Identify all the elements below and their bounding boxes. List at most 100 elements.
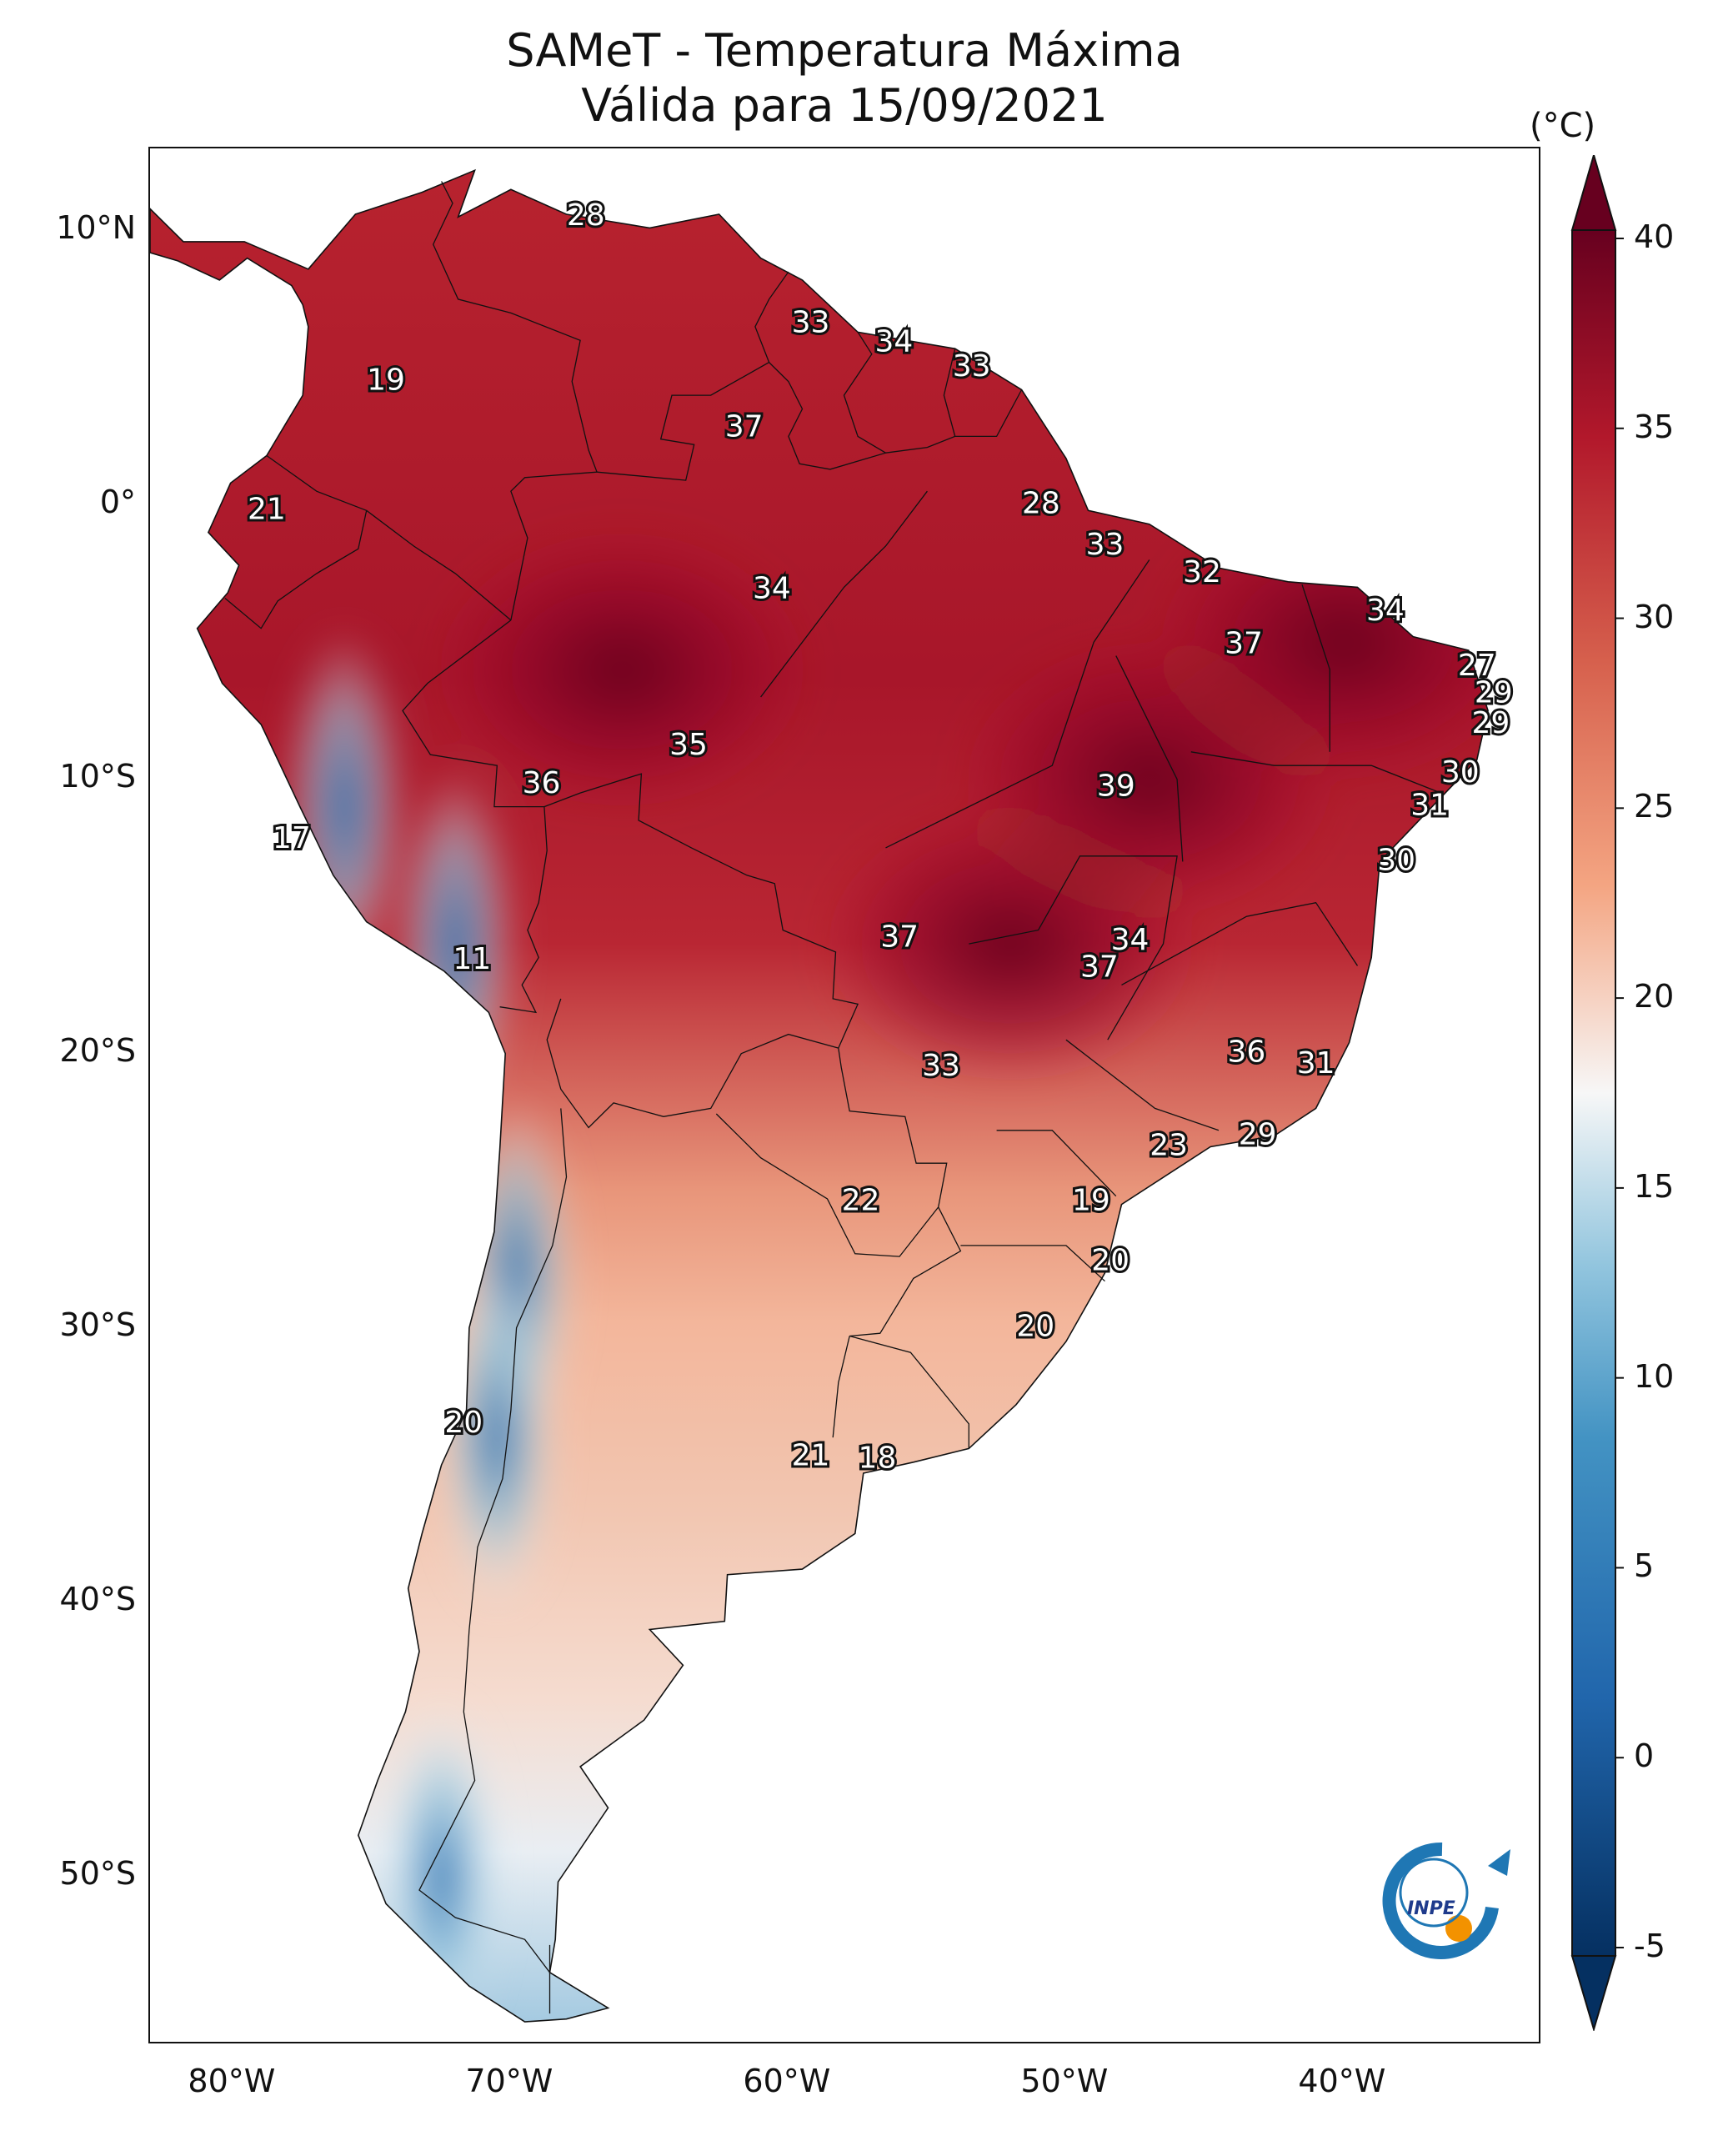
isotherm-label: 33 [922, 1049, 960, 1083]
colorbar-tick-label: 40 [1634, 218, 1675, 255]
colorbar-tick-label: 15 [1634, 1167, 1675, 1205]
lat-tick-label: 50°S [59, 1854, 136, 1892]
border-line [402, 619, 544, 808]
border-line [849, 1206, 962, 1337]
colorbar-tick-label: 10 [1634, 1357, 1675, 1395]
isotherm-label: 19 [367, 364, 405, 398]
isotherm-label: 33 [953, 349, 991, 384]
isotherm-label: 34 [753, 572, 791, 606]
border-line [996, 1130, 1117, 1197]
country-borders [224, 181, 1441, 2014]
lon-tick-label: 50°W [1020, 2063, 1109, 2099]
border-line [715, 1113, 939, 1257]
isotherm-label: 34 [1366, 594, 1405, 628]
isotherm-label: 31 [1410, 789, 1449, 823]
border-line [885, 559, 1150, 849]
isotherm-label: 17 [273, 821, 311, 855]
lat-tick-label: 30°S [59, 1306, 136, 1343]
border-line [1065, 1039, 1220, 1131]
border-line [543, 773, 859, 1049]
border-line [432, 181, 598, 473]
isotherm-label: 33 [1086, 528, 1124, 562]
isotherm-label: 34 [1111, 923, 1150, 957]
isotherm-label: 30 [1441, 755, 1480, 790]
border-line [849, 1335, 969, 1449]
isotherm-label: 28 [567, 198, 605, 233]
border-line [597, 271, 789, 481]
temperature-base [150, 170, 1489, 2022]
isotherm-label: 36 [523, 766, 561, 800]
chart-title-line1: SAMeT - Temperatura Máxima [506, 24, 1183, 77]
isotherm-label: 36 [1227, 1035, 1265, 1070]
border-line [769, 332, 888, 470]
border-line [969, 855, 1178, 1040]
colorbar-tick-label: -5 [1634, 1928, 1665, 1964]
border-line [838, 1048, 948, 1208]
isotherm-label: 27 [1458, 649, 1496, 683]
border-line [418, 1108, 568, 1973]
isotherm-label: 29 [1475, 676, 1513, 710]
isotherm-label: 20 [1016, 1310, 1054, 1344]
isotherm-label: 30 [1377, 843, 1415, 877]
isotherm-label: 21 [792, 1438, 830, 1472]
cold-zone [383, 1701, 500, 2022]
border-line [832, 1336, 850, 1438]
colorbar-tick-label: 5 [1634, 1547, 1655, 1585]
isotherm-label: 11 [453, 942, 491, 976]
isotherm-label: 37 [725, 410, 764, 444]
chart-title-line2: Válida para 15/09/2021 [581, 79, 1108, 132]
coastline [150, 168, 1489, 2023]
colorbar-unit: (°C) [1530, 107, 1596, 145]
isotherm-label: 33 [792, 306, 830, 340]
lon-tick-label: 40°W [1298, 2063, 1386, 2099]
border-line [885, 348, 956, 454]
isotherm-label: 18 [859, 1442, 897, 1476]
border-line [499, 806, 548, 1014]
isotherm-label: 34 [875, 325, 914, 359]
inpe-logo: INPE [1382, 1842, 1510, 1959]
lat-tick-label: 40°S [59, 1580, 136, 1617]
isotherm-label: 20 [444, 1406, 483, 1440]
temperature-field [150, 170, 1489, 2022]
isotherm-label: 39 [1097, 770, 1135, 804]
colorbar-tick-label: 35 [1634, 408, 1675, 445]
isotherm-label: 29 [1239, 1117, 1277, 1151]
colorbar [1570, 155, 1624, 2031]
border-line [1121, 901, 1359, 985]
isotherm-label: 35 [669, 728, 708, 762]
lon-tick-label: 70°W [465, 2063, 553, 2099]
border-line [366, 509, 512, 621]
isotherm-label: 28 [1022, 487, 1060, 521]
lon-tick-label: 60°W [743, 2063, 831, 2099]
lon-tick-label: 80°W [188, 2063, 276, 2099]
cold-zone [286, 631, 403, 982]
logo-text: INPE [1407, 1898, 1455, 1919]
isotherm-label: 29 [1471, 706, 1510, 740]
chart-title: SAMeT - Temperatura Máxima Válida para 1… [148, 23, 1540, 133]
map-panel: 28 19 33 34 33 37 21 28 33 32 34 34 37 27 29 29 35 36 39 30… [148, 147, 1540, 2043]
isotherm-label: 21 [248, 492, 286, 526]
isotherm-label: 20 [1091, 1244, 1129, 1278]
border-line [1301, 584, 1330, 752]
border-line [224, 510, 368, 629]
isotherm-label: 19 [1072, 1183, 1110, 1217]
isotherm-label: 22 [842, 1183, 880, 1217]
isotherm-label: 31 [1297, 1046, 1335, 1081]
heat-center [430, 528, 814, 812]
isotherm-label: 23 [1150, 1129, 1188, 1163]
border-line [954, 389, 1023, 438]
border-line [1190, 751, 1441, 794]
heat-center [1151, 500, 1489, 785]
border-line [760, 490, 928, 698]
lat-tick-label: 20°S [59, 1031, 136, 1069]
border-line [546, 998, 839, 1129]
border-line [510, 471, 598, 621]
isotherm-label: 37 [1080, 950, 1119, 985]
isotherm-label: 37 [1225, 626, 1263, 660]
colorbar-tick-label: 20 [1634, 978, 1675, 1015]
border-line [1115, 655, 1184, 862]
isotherm-label: 37 [880, 920, 919, 954]
colorbar-tick-label: 0 [1634, 1737, 1655, 1775]
